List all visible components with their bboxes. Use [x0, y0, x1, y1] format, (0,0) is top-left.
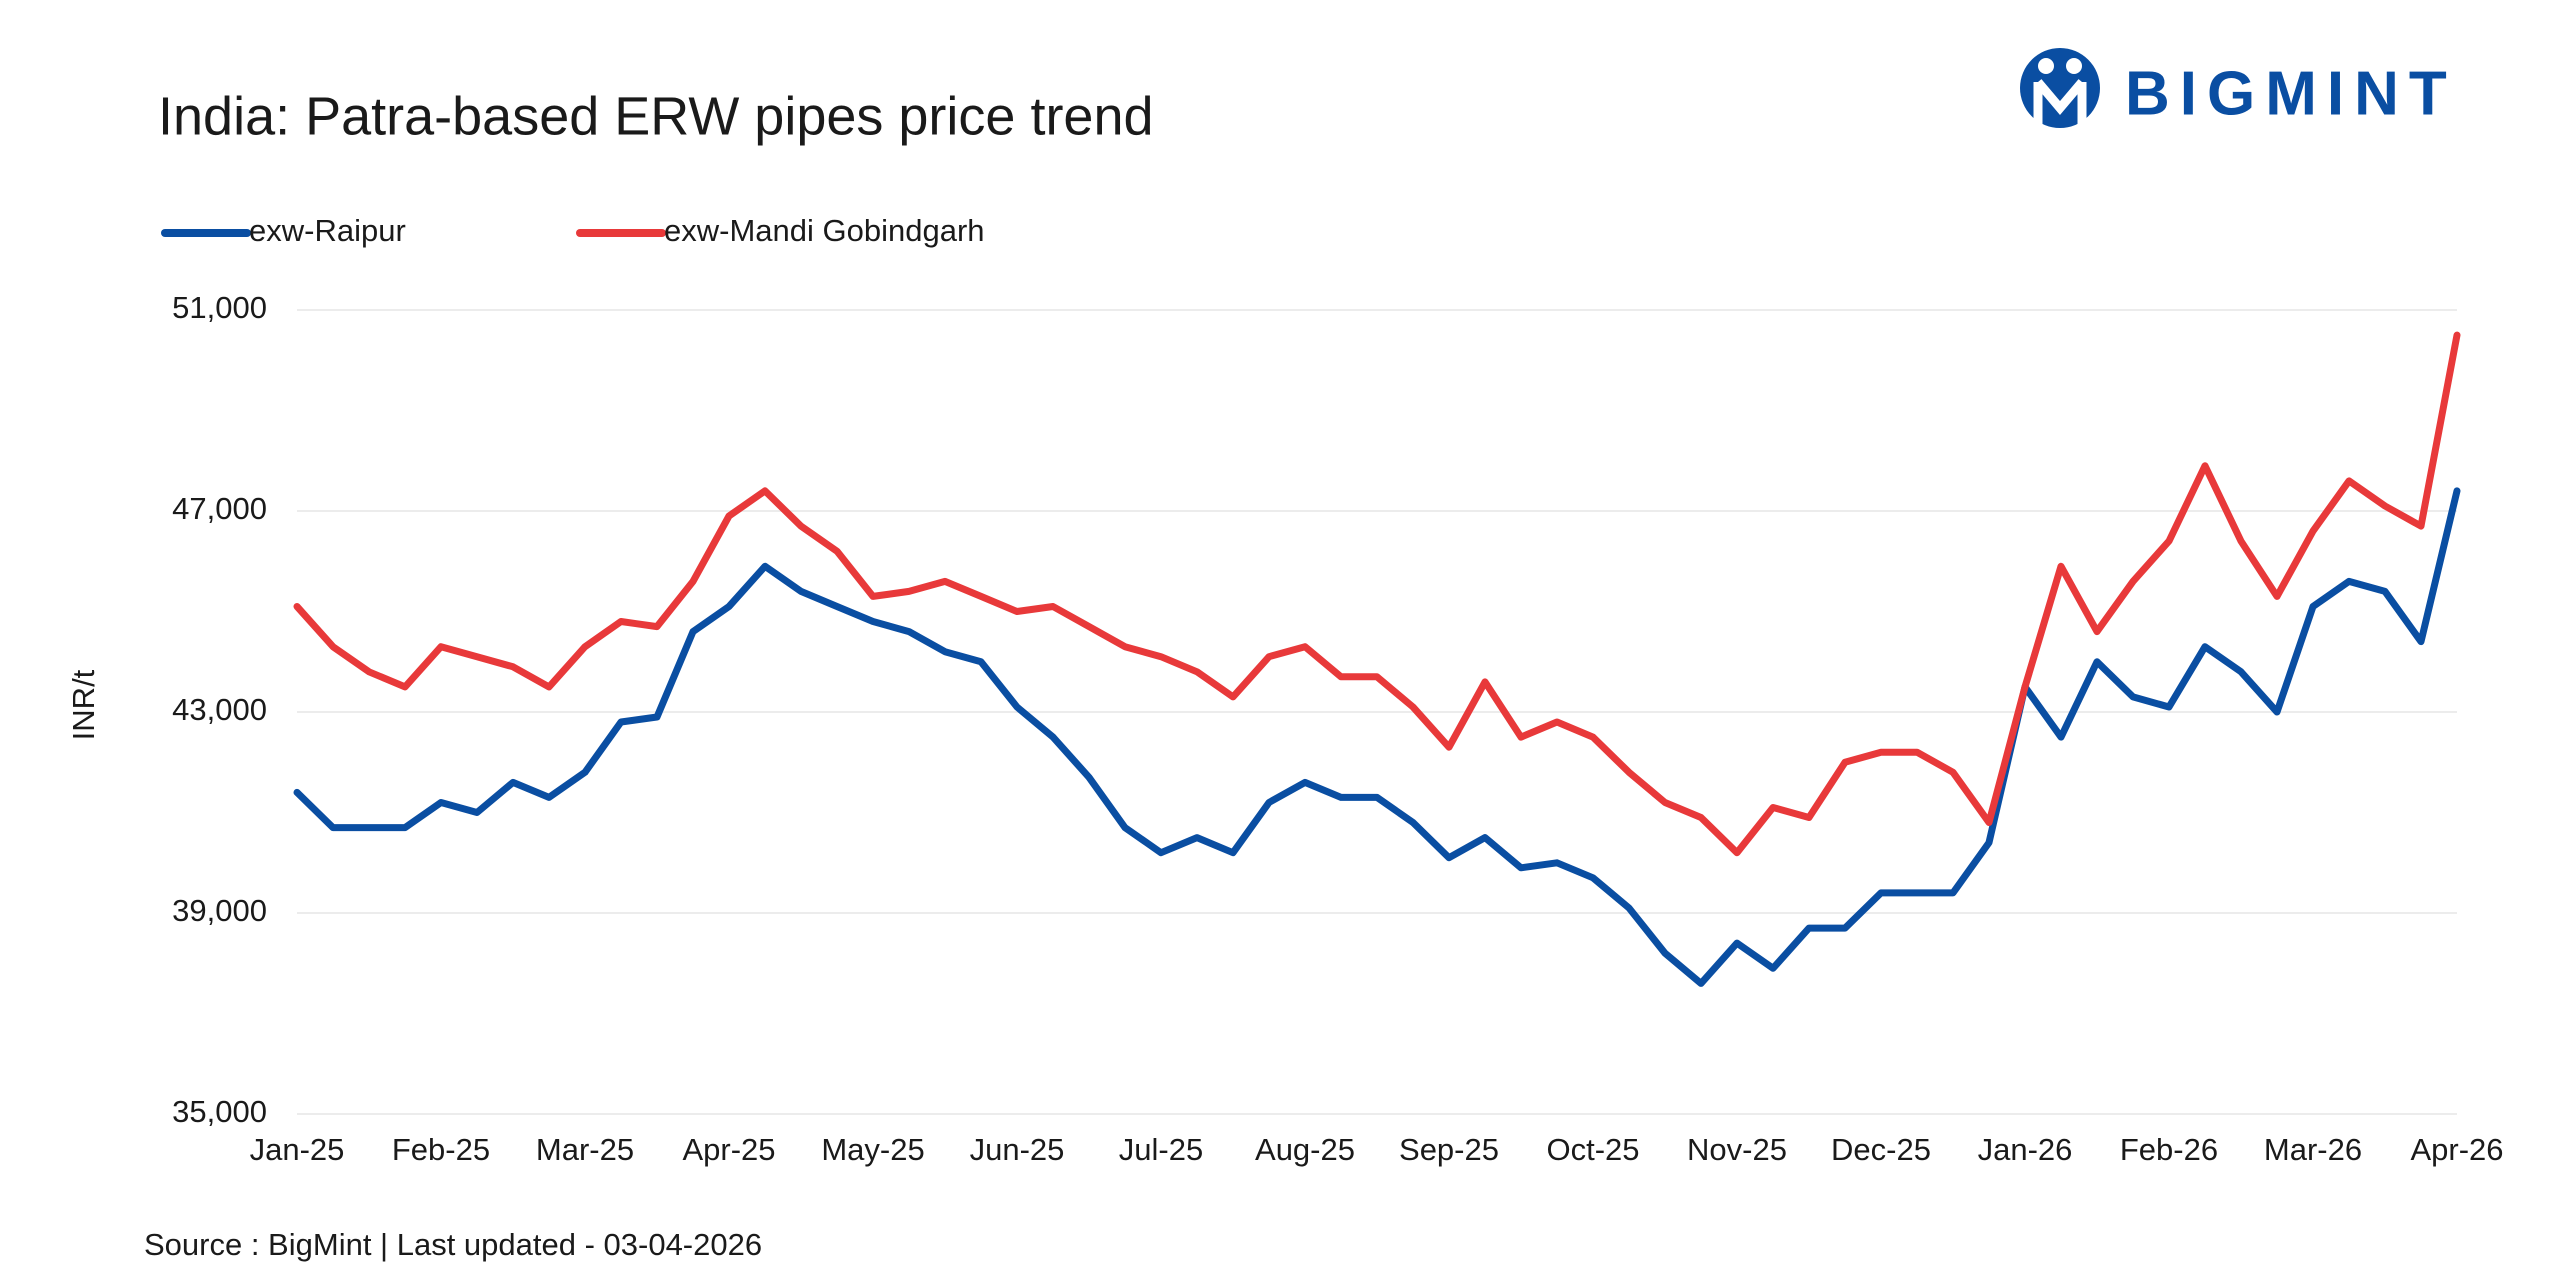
chart-title: India: Patra-based ERW pipes price trend	[158, 86, 1154, 146]
x-tick-label: Apr-25	[682, 1132, 775, 1167]
x-tick-label: Feb-26	[2120, 1132, 2218, 1167]
series-line	[293, 487, 2461, 987]
logo-icon	[2020, 48, 2100, 128]
x-tick-label: Jul-25	[1119, 1132, 1203, 1167]
y-tick-label: 35,000	[172, 1094, 267, 1129]
y-tick-label: 39,000	[172, 893, 267, 928]
x-tick-label: Feb-25	[392, 1132, 490, 1167]
logo-icon	[2038, 58, 2054, 74]
y-tick-label: 47,000	[172, 491, 267, 526]
series-line	[293, 331, 2461, 857]
y-axis-label: INR/t	[66, 669, 101, 740]
x-tick-label: Oct-25	[1546, 1132, 1639, 1167]
y-tick-label: 51,000	[172, 290, 267, 325]
x-tick-label: Apr-26	[2410, 1132, 2503, 1167]
x-tick-label: Dec-25	[1831, 1132, 1931, 1167]
x-tick-label: Sep-25	[1399, 1132, 1499, 1167]
legend-label: exw-Raipur	[249, 213, 406, 248]
x-tick-label: Mar-26	[2264, 1132, 2362, 1167]
logo-icon	[2066, 58, 2082, 74]
x-tick-label: Aug-25	[1255, 1132, 1355, 1167]
x-tick-label: May-25	[821, 1132, 924, 1167]
x-tick-label: Jan-25	[250, 1132, 345, 1167]
y-tick-label: 43,000	[172, 692, 267, 727]
x-tick-label: Nov-25	[1687, 1132, 1787, 1167]
logo-icon	[2033, 79, 2087, 124]
logo-text: BIGMINT	[2125, 59, 2457, 128]
legend-label: exw-Mandi Gobindgarh	[664, 213, 985, 248]
x-tick-label: Jan-26	[1978, 1132, 2073, 1167]
x-tick-label: Mar-25	[536, 1132, 634, 1167]
x-tick-label: Jun-25	[970, 1132, 1065, 1167]
logo: BIGMINT	[2020, 48, 2457, 128]
source: Source : BigMint | Last updated - 03-04-…	[144, 1227, 762, 1262]
